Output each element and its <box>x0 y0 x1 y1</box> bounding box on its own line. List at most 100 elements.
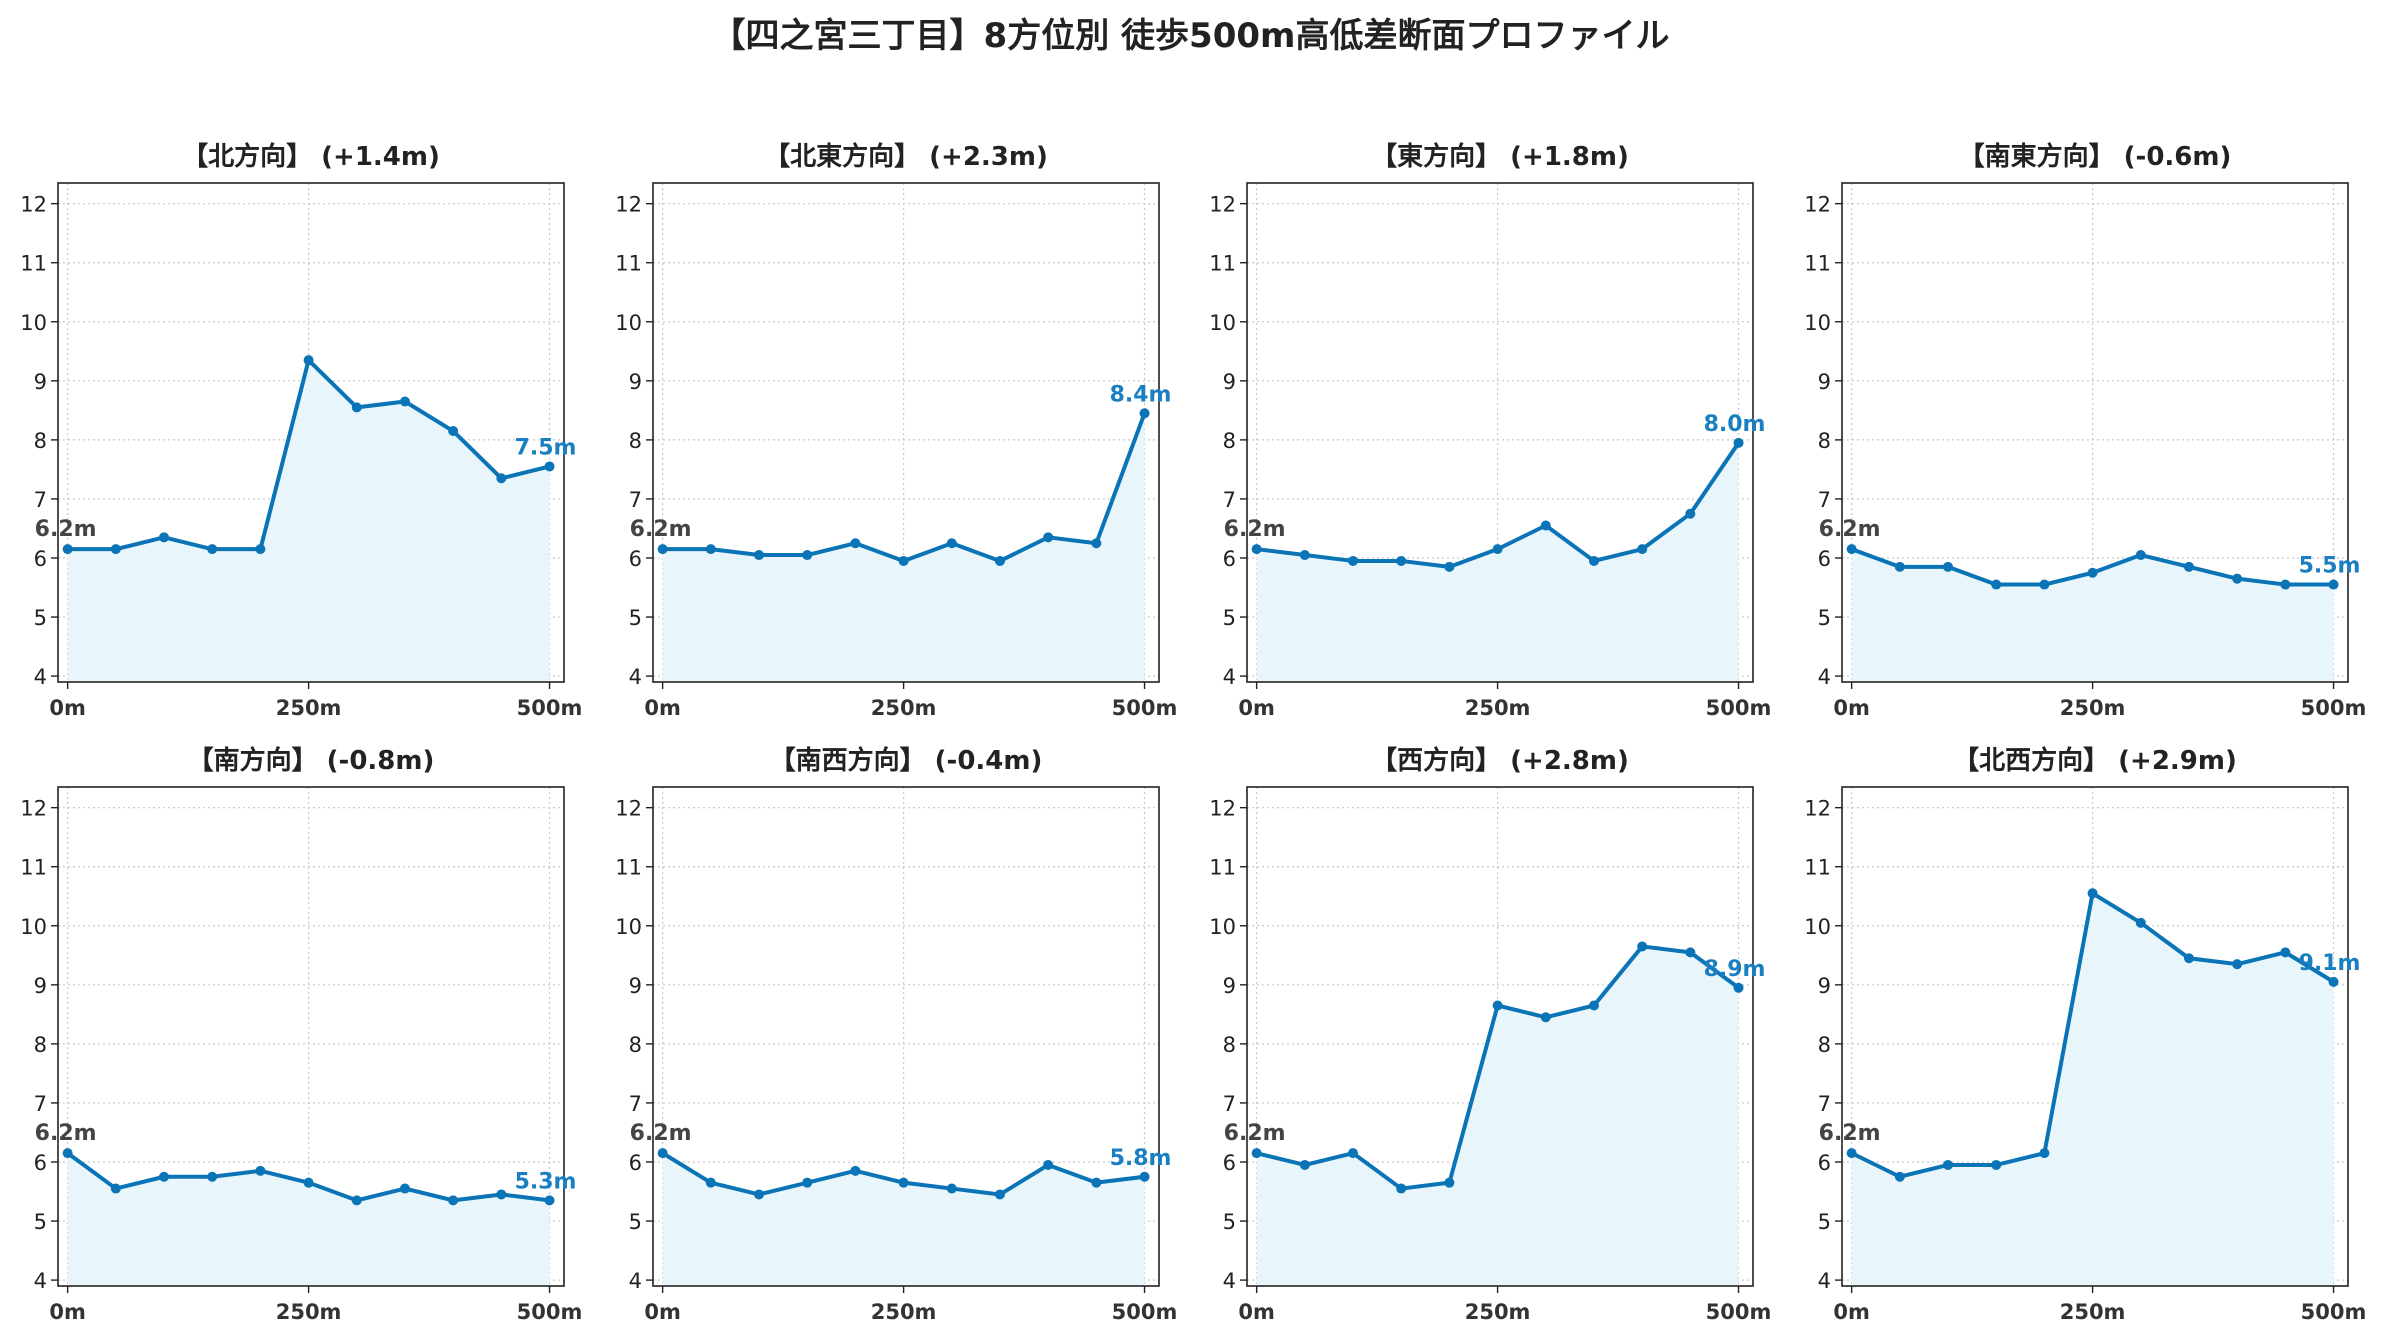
data-point <box>207 1171 218 1182</box>
axes-frame <box>652 786 1160 1287</box>
y-tick-label: 11 <box>1209 252 1236 276</box>
y-tick-label: 5 <box>1818 1210 1831 1234</box>
area-fill <box>67 1153 550 1286</box>
y-tick-label: 6 <box>1223 547 1236 571</box>
y-tick-label: 9 <box>34 370 47 394</box>
start-elevation-label: 6.2m <box>1819 1121 1881 1146</box>
data-point <box>994 1189 1005 1200</box>
y-tick-label: 12 <box>1209 797 1236 821</box>
axes-frame <box>1841 786 2349 1287</box>
y-tick-label: 8 <box>34 429 47 453</box>
y-tick-label: 4 <box>34 1269 47 1293</box>
data-point <box>2232 573 2243 584</box>
y-tick-label: 10 <box>20 915 47 939</box>
x-tick-label: 500m <box>1706 696 1772 720</box>
data-point <box>657 1148 668 1159</box>
data-point <box>994 555 1005 566</box>
data-point <box>850 538 861 549</box>
end-elevation-label: 5.3m <box>515 1169 577 1194</box>
data-point <box>2135 550 2146 561</box>
area-fill <box>1256 442 1739 682</box>
y-tick-label: 6 <box>34 547 47 571</box>
data-point <box>544 461 555 472</box>
data-point <box>207 544 218 555</box>
y-tick-label: 8 <box>1223 429 1236 453</box>
start-elevation-label: 6.2m <box>35 1121 97 1146</box>
data-point <box>1991 1159 2002 1170</box>
subplot-4: 【南方向】 (-0.8m) 4 5 6 7 8 9 10 11 12 0m 250m 500m 6.2m 5… <box>20 745 582 1324</box>
data-point <box>159 532 170 543</box>
y-tick-label: 8 <box>629 429 642 453</box>
area-fill <box>662 1153 1145 1286</box>
data-point <box>2039 579 2050 590</box>
data-point <box>2039 1148 2050 1159</box>
data-point <box>1733 437 1744 448</box>
y-tick-label: 4 <box>629 665 642 689</box>
subplot-3: 【南東方向】 (-0.6m) 4 5 6 7 8 9 10 11 12 0m 250m 500m 6.2m… <box>1804 141 2366 720</box>
subplot-6: 【西方向】 (+2.8m) 4 5 6 7 8 9 10 11 12 0m 250m 500m 6.2m 8… <box>1209 745 1771 1324</box>
area-fill <box>1256 946 1739 1286</box>
y-tick-label: 5 <box>1223 1210 1236 1234</box>
y-tick-label: 11 <box>615 252 642 276</box>
data-point <box>1540 1012 1551 1023</box>
x-tick-label: 500m <box>1112 1300 1178 1324</box>
end-elevation-label: 7.5m <box>515 435 577 460</box>
start-elevation-label: 6.2m <box>1819 517 1881 542</box>
data-point <box>1043 532 1054 543</box>
y-tick-label: 8 <box>1818 1033 1831 1057</box>
start-elevation-label: 6.2m <box>630 517 692 542</box>
y-tick-label: 12 <box>615 797 642 821</box>
data-point <box>1733 982 1744 993</box>
data-point <box>62 544 73 555</box>
y-tick-label: 4 <box>1223 665 1236 689</box>
end-elevation-label: 5.5m <box>2299 554 2361 579</box>
y-tick-label: 10 <box>615 915 642 939</box>
x-tick-label: 250m <box>276 1300 342 1324</box>
y-tick-label: 12 <box>20 797 47 821</box>
y-tick-label: 6 <box>1818 1151 1831 1175</box>
axes-frame <box>652 182 1160 683</box>
y-tick-label: 10 <box>20 311 47 335</box>
y-tick-label: 7 <box>34 1092 47 1116</box>
data-point <box>898 1177 909 1188</box>
data-point <box>1991 579 2002 590</box>
y-tick-label: 4 <box>629 1269 642 1293</box>
data-point <box>1348 1148 1359 1159</box>
data-point <box>1444 1177 1455 1188</box>
x-tick-label: 0m <box>1238 696 1275 720</box>
data-point <box>1139 1171 1150 1182</box>
x-tick-label: 250m <box>2060 1300 2126 1324</box>
data-point <box>1299 1159 1310 1170</box>
data-point <box>2280 947 2291 958</box>
data-point <box>2280 579 2291 590</box>
y-tick-label: 6 <box>629 547 642 571</box>
data-point <box>1444 561 1455 572</box>
subplot-title: 【西方向】 (+2.8m) <box>1371 745 1629 776</box>
data-point <box>110 544 121 555</box>
data-point <box>159 1171 170 1182</box>
data-point <box>1846 544 1857 555</box>
data-point <box>255 544 266 555</box>
y-tick-label: 4 <box>1818 665 1831 689</box>
y-tick-label: 12 <box>1804 193 1831 217</box>
subplot-title: 【南方向】 (-0.8m) <box>188 745 435 776</box>
data-point <box>1943 1159 1954 1170</box>
data-point <box>399 1183 410 1194</box>
y-tick-label: 11 <box>1804 856 1831 880</box>
subplot-7: 【北西方向】 (+2.9m) 4 5 6 7 8 9 10 11 12 0m 250m 500m 6.2m… <box>1804 745 2366 1324</box>
y-tick-label: 11 <box>615 856 642 880</box>
x-tick-label: 0m <box>644 1300 681 1324</box>
y-tick-label: 5 <box>629 606 642 630</box>
y-tick-label: 7 <box>34 488 47 512</box>
area-fill <box>662 413 1145 682</box>
data-point <box>1251 1148 1262 1159</box>
y-tick-label: 8 <box>1818 429 1831 453</box>
y-tick-label: 11 <box>20 856 47 880</box>
y-tick-label: 9 <box>1223 974 1236 998</box>
data-point <box>1846 1148 1857 1159</box>
data-point <box>1685 947 1696 958</box>
data-point <box>399 396 410 407</box>
y-tick-label: 9 <box>629 370 642 394</box>
data-point <box>657 544 668 555</box>
y-tick-label: 10 <box>615 311 642 335</box>
